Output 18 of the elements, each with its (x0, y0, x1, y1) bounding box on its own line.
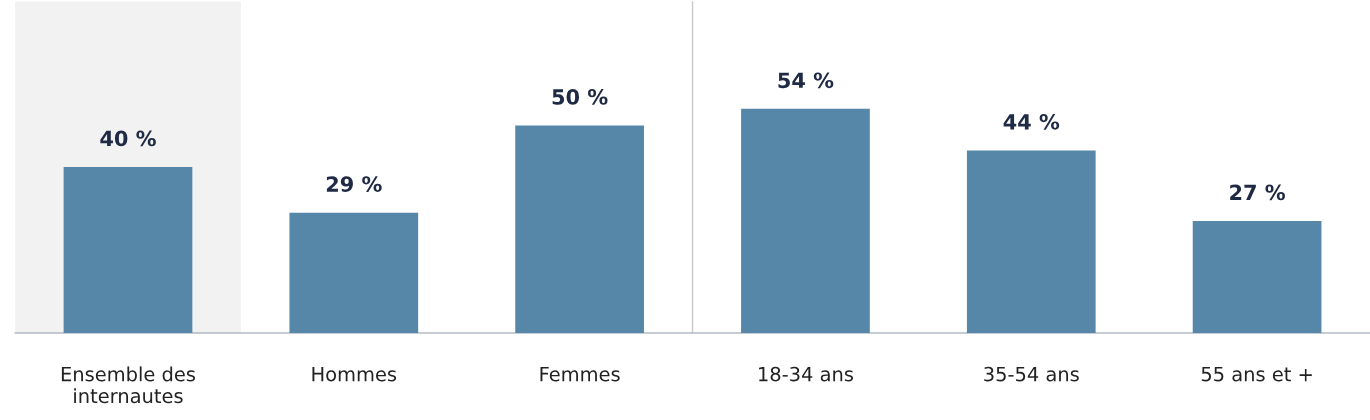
data-label: 44 % (1003, 113, 1060, 130)
x-tick-label: 35-54 ans (984, 366, 1079, 382)
data-label: 27 % (1230, 184, 1285, 201)
bar (966, 150, 1096, 334)
x-tick-label: 18-34 ans (759, 366, 854, 382)
x-tick-label: Ensemble des internautes (61, 366, 196, 404)
bar (63, 166, 193, 334)
data-label: 40 % (100, 130, 156, 147)
data-label: 29 % (326, 176, 382, 192)
data-label: 50 % (552, 89, 608, 105)
bar (289, 212, 419, 334)
x-tick-label: Hommes (312, 366, 397, 382)
bar (515, 125, 644, 334)
bar (741, 108, 870, 334)
bar (1192, 220, 1322, 334)
x-tick-label: Femmes (540, 366, 620, 382)
x-tick-label: 55 ans et + (1201, 366, 1312, 382)
data-label: 54 % (778, 72, 834, 89)
